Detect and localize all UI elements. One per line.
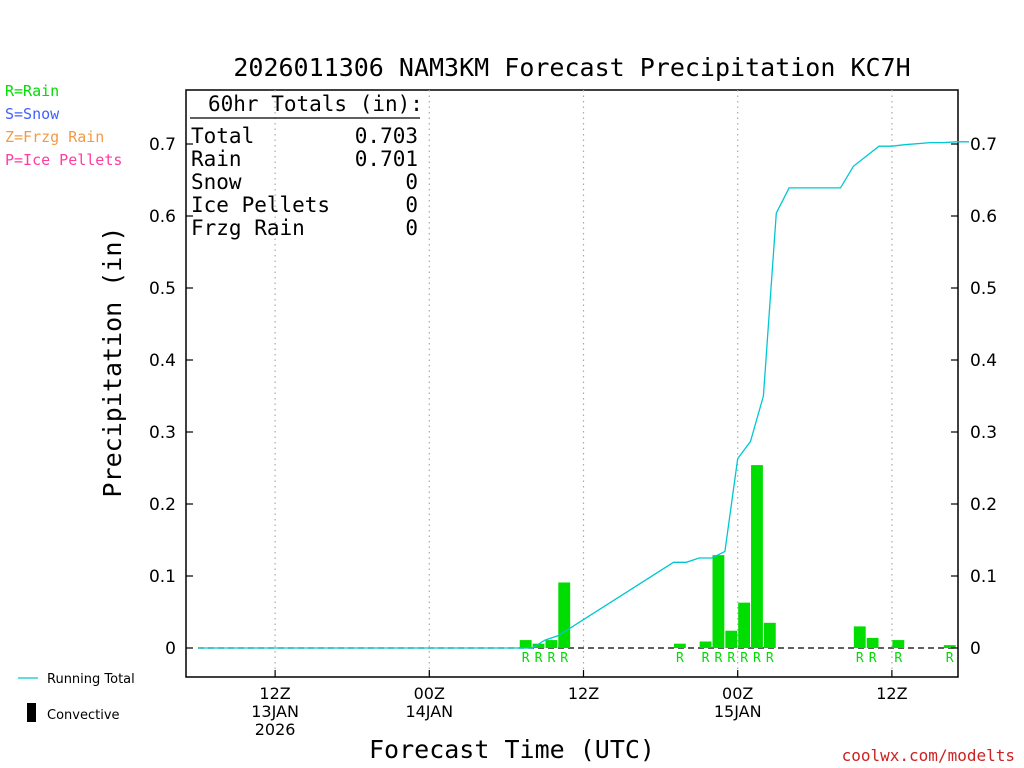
- plot-frame: [185, 89, 959, 678]
- running-total-legend-label: Running Total: [47, 672, 135, 687]
- precip-bar: [532, 643, 545, 648]
- x-tick-label: 15JAN: [714, 702, 762, 721]
- totals-rows: Total 0.703 Rain 0.701 Snow 0 Ice Pellets 0 Frzg…: [191, 124, 418, 240]
- x-tick-label: 13JAN: [251, 702, 299, 721]
- totals-row-value: 0.703: [355, 124, 418, 148]
- y-tick-label-left: 0.7: [149, 135, 176, 155]
- chart-title: 2026011306 NAM3KM Forecast Precipitation…: [233, 53, 910, 82]
- y-tick-label-right: 0.1: [970, 567, 997, 587]
- y-axis-label: Precipitation (in): [98, 227, 127, 498]
- y-tick-label-left: 0.2: [149, 495, 176, 515]
- y-tick-label-right: 0: [970, 639, 981, 659]
- y-tick-label-left: 0.3: [149, 423, 176, 443]
- precip-type-code: R: [727, 651, 735, 666]
- precip-bar: [673, 643, 686, 648]
- totals-row-label: Snow: [191, 170, 242, 194]
- precip-type-code: R: [702, 651, 710, 666]
- precip-type-code: R: [740, 651, 748, 666]
- totals-row-label: Ice Pellets: [191, 193, 330, 217]
- precip-bar: [545, 640, 558, 648]
- precip-type-code: R: [676, 651, 684, 666]
- totals-box: 60hr Totals (in): Total 0.703 Rain 0.701 Sno…: [190, 92, 423, 240]
- y-axis-ticks: 0 00.1 0.10.2 0.20.3 0.30.4 0.40.5 0.50.6 0.60.…: [149, 135, 997, 659]
- precip-bar: [519, 640, 532, 648]
- running-total-line-layer: [198, 141, 969, 649]
- precip-type-code: R: [753, 651, 761, 666]
- precip-type-code: R: [715, 651, 723, 666]
- precip-bar: [738, 602, 751, 648]
- x-tick-label: 00Z: [414, 684, 445, 703]
- legend-entry: P=Ice Pellets: [5, 151, 122, 169]
- x-axis-label: Forecast Time (UTC): [369, 735, 655, 764]
- precip-type-code: R: [946, 651, 954, 666]
- legend-entry: R=Rain: [5, 82, 59, 100]
- precip-bar: [892, 640, 905, 648]
- precip-type-code: R: [869, 651, 877, 666]
- precipitation-bars: [519, 465, 956, 648]
- y-tick-label-left: 0.5: [149, 279, 176, 299]
- y-tick-label-right: 0.2: [970, 495, 997, 515]
- precip-bar: [943, 645, 956, 648]
- precip-bar: [763, 622, 776, 648]
- convective-legend-label: Convective: [47, 708, 120, 723]
- totals-heading: 60hr Totals (in):: [208, 92, 423, 116]
- y-tick-label-right: 0.6: [970, 207, 997, 227]
- totals-row-value: 0: [405, 193, 418, 217]
- totals-row-label: Frzg Rain: [191, 216, 305, 240]
- credit-text: coolwx.com/modelts: [842, 746, 1015, 765]
- running-total-line: [198, 141, 969, 649]
- totals-row-value: 0: [405, 216, 418, 240]
- totals-row-label: Total: [191, 124, 254, 148]
- type-code-legend: R=Rain S=Snow Z=Frzg Rain P=Ice Pellets: [5, 82, 122, 169]
- y-tick-label-right: 0.5: [970, 279, 997, 299]
- x-tick-label: 12Z: [876, 684, 907, 703]
- precip-type-code: R: [894, 651, 902, 666]
- totals-row-value: 0: [405, 170, 418, 194]
- y-tick-label-left: 0.1: [149, 567, 176, 587]
- x-tick-label: 12Z: [568, 684, 599, 703]
- precip-bar: [712, 555, 725, 648]
- precip-bar: [751, 465, 763, 648]
- precip-type-code: R: [535, 651, 543, 666]
- x-tick-label: 14JAN: [405, 702, 453, 721]
- x-tick-label: 00Z: [722, 684, 753, 703]
- legend-entry: S=Snow: [5, 105, 60, 123]
- legend-entry: Z=Frzg Rain: [5, 128, 104, 146]
- precip-bar: [699, 641, 712, 648]
- x-tick-label: 12Z: [259, 684, 290, 703]
- x-tick-label: 2026: [255, 720, 296, 739]
- precip-bar: [558, 582, 571, 648]
- precip-type-code: R: [522, 651, 530, 666]
- y-tick-label-right: 0.7: [970, 135, 997, 155]
- y-tick-label-right: 0.4: [970, 351, 997, 371]
- y-tick-label-left: 0.4: [149, 351, 176, 371]
- totals-row-label: Rain: [191, 147, 242, 171]
- totals-row-value: 0.701: [355, 147, 418, 171]
- precip-type-code: R: [547, 651, 555, 666]
- y-tick-label-left: 0.6: [149, 207, 176, 227]
- convective-legend-swatch: [27, 703, 36, 722]
- precip-bar: [725, 630, 738, 648]
- precip-bar: [866, 637, 879, 648]
- y-tick-label-right: 0.3: [970, 423, 997, 443]
- precip-type-code: R: [856, 651, 864, 666]
- precip-type-code: R: [560, 651, 568, 666]
- precip-bar: [853, 626, 866, 648]
- precip-type-code: R: [766, 651, 774, 666]
- y-tick-label-left: 0: [165, 639, 176, 659]
